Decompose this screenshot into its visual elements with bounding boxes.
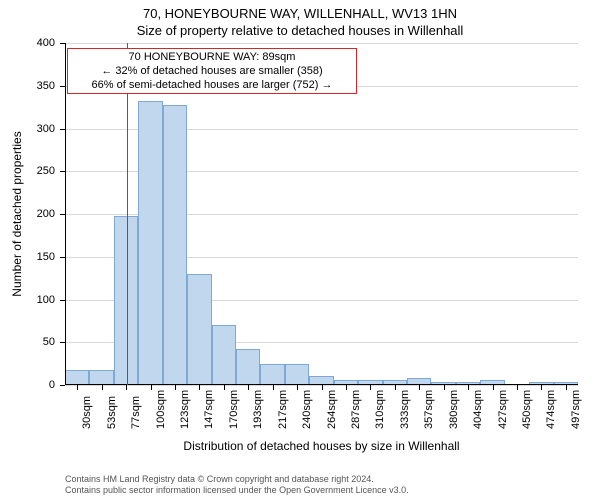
histogram-bar <box>212 325 236 385</box>
y-tick-label: 100 <box>37 294 65 306</box>
histogram-bar <box>89 370 113 385</box>
annotation-line: 70 HONEYBOURNE WAY: 89sqm <box>72 51 352 65</box>
x-tick-mark <box>517 385 518 390</box>
x-tick-label: 240sqm <box>301 390 313 429</box>
histogram-bar <box>236 349 260 385</box>
x-tick-label: 264sqm <box>326 390 338 429</box>
x-tick-mark <box>199 385 200 390</box>
x-tick-mark <box>566 385 567 390</box>
y-tick-label: 300 <box>37 123 65 135</box>
x-tick-mark <box>77 385 78 390</box>
x-tick-label: 217sqm <box>277 390 289 429</box>
x-tick-label: 450sqm <box>521 390 533 429</box>
y-tick-label: 350 <box>37 80 65 92</box>
x-tick-label: 30sqm <box>81 396 93 429</box>
y-tick-label: 250 <box>37 165 65 177</box>
grid-line <box>65 43 578 44</box>
y-tick-label: 400 <box>37 37 65 49</box>
marker-line <box>127 43 128 385</box>
x-tick-mark <box>248 385 249 390</box>
x-tick-mark <box>346 385 347 390</box>
x-tick-label: 53sqm <box>106 396 118 429</box>
x-tick-label: 100sqm <box>155 390 167 429</box>
x-tick-label: 474sqm <box>545 390 557 429</box>
x-tick-mark <box>322 385 323 390</box>
plot-area: 05010015020025030035040030sqm53sqm77sqm1… <box>65 43 578 385</box>
histogram-bar <box>163 105 187 385</box>
x-tick-mark <box>151 385 152 390</box>
x-tick-mark <box>297 385 298 390</box>
x-tick-label: 193sqm <box>252 390 264 429</box>
x-tick-label: 333sqm <box>399 390 411 429</box>
x-tick-label: 310sqm <box>374 390 386 429</box>
x-axis-line <box>65 384 578 385</box>
annotation-box: 70 HONEYBOURNE WAY: 89sqm← 32% of detach… <box>67 48 357 94</box>
histogram-bar <box>285 364 309 385</box>
x-tick-label: 427sqm <box>497 390 509 429</box>
y-tick-label: 0 <box>49 379 65 391</box>
histogram-bar <box>187 274 211 385</box>
y-tick-label: 150 <box>37 251 65 263</box>
chart-root: 70, HONEYBOURNE WAY, WILLENHALL, WV13 1H… <box>0 0 600 500</box>
x-tick-label: 357sqm <box>423 390 435 429</box>
attribution-text: Contains HM Land Registry data © Crown c… <box>65 474 409 496</box>
histogram-bar <box>138 101 162 385</box>
x-tick-mark <box>419 385 420 390</box>
title-sub: Size of property relative to detached ho… <box>0 23 600 39</box>
x-tick-mark <box>224 385 225 390</box>
title-main: 70, HONEYBOURNE WAY, WILLENHALL, WV13 1H… <box>0 6 600 22</box>
annotation-line: 66% of semi-detached houses are larger (… <box>72 79 352 93</box>
x-tick-mark <box>102 385 103 390</box>
x-tick-mark <box>273 385 274 390</box>
x-tick-label: 497sqm <box>570 390 582 429</box>
x-tick-label: 404sqm <box>472 390 484 429</box>
title-block: 70, HONEYBOURNE WAY, WILLENHALL, WV13 1H… <box>0 6 600 38</box>
x-tick-label: 77sqm <box>130 396 142 429</box>
x-tick-label: 170sqm <box>228 390 240 429</box>
histogram-bar <box>260 364 284 385</box>
y-tick-label: 50 <box>43 336 65 348</box>
x-tick-mark <box>468 385 469 390</box>
y-axis-label: Number of detached properties <box>10 131 24 296</box>
x-tick-mark <box>541 385 542 390</box>
x-axis-label: Distribution of detached houses by size … <box>65 439 578 453</box>
attribution-line-2: Contains public sector information licen… <box>65 485 409 496</box>
x-tick-label: 123sqm <box>179 390 191 429</box>
x-tick-mark <box>370 385 371 390</box>
x-tick-mark <box>395 385 396 390</box>
annotation-line: ← 32% of detached houses are smaller (35… <box>72 65 352 79</box>
x-tick-mark <box>444 385 445 390</box>
attribution-line-1: Contains HM Land Registry data © Crown c… <box>65 474 409 485</box>
histogram-bar <box>65 370 89 385</box>
x-tick-label: 147sqm <box>203 390 215 429</box>
x-tick-mark <box>126 385 127 390</box>
x-tick-label: 287sqm <box>350 390 362 429</box>
x-tick-mark <box>493 385 494 390</box>
x-tick-label: 380sqm <box>448 390 460 429</box>
y-tick-label: 200 <box>37 208 65 220</box>
y-axis-line <box>65 43 66 385</box>
x-tick-mark <box>175 385 176 390</box>
